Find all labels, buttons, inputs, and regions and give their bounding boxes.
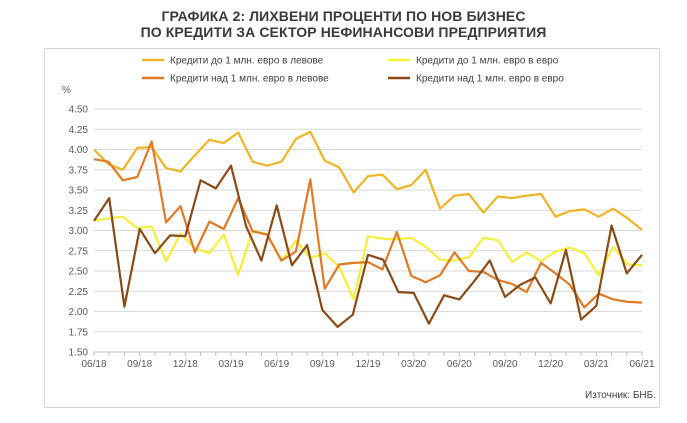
y-tick-label: 2.50 [69, 267, 89, 278]
series-line [93, 130, 643, 231]
y-tick-label: 4.00 [69, 145, 89, 156]
chart-title: ГРАФИКА 2: ЛИХВЕНИ ПРОЦЕНТИ ПО НОВ БИЗНЕ… [161, 8, 526, 24]
y-axis-label: % [62, 85, 71, 96]
y-tick-label: 4.25 [69, 125, 89, 136]
y-tick-label: 3.75 [69, 165, 89, 176]
x-tick-label: 06/20 [447, 359, 472, 370]
y-tick-label: 2.25 [69, 287, 89, 298]
x-tick-label: 03/21 [584, 359, 609, 370]
y-tick-label: 3.25 [69, 206, 89, 217]
x-tick-label: 06/18 [81, 359, 106, 370]
y-tick-label: 4.50 [69, 105, 89, 116]
y-tick-label: 1.75 [69, 327, 89, 338]
x-tick-label: 03/19 [218, 359, 243, 370]
x-tick-label: 12/18 [173, 359, 198, 370]
y-tick-label: 3.00 [69, 226, 89, 237]
x-tick-label: 12/19 [355, 359, 380, 370]
gridlines [94, 108, 642, 333]
chart-subtitle: ПО КРЕДИТИ ЗА СЕКТОР НЕФИНАНСОВИ ПРЕДПРИ… [140, 24, 547, 40]
series-line [93, 215, 643, 301]
y-tick-label: 1.50 [69, 348, 89, 359]
series-line [93, 164, 643, 328]
x-tick-label: 06/19 [264, 359, 289, 370]
chart-title-block: ГРАФИКА 2: ЛИХВЕНИ ПРОЦЕНТИ ПО НОВ БИЗНЕ… [0, 8, 687, 40]
legend-label: Кредити до 1 млн. евро в левове [170, 56, 324, 67]
y-axis-ticks: 1.50 1.75 2.00 2.25 2.50 2.75 3.00 3.25 3.50 3.75… [69, 105, 89, 359]
y-tick-label: 2.75 [69, 246, 89, 257]
x-tick-label: 09/20 [492, 359, 517, 370]
legend-label: Кредити над 1 млн. евро в евро [416, 74, 564, 85]
x-tick-label: 09/18 [127, 359, 152, 370]
series-lines [93, 130, 643, 328]
source-note: Източник: БНБ. [585, 390, 656, 401]
x-tick-label: 06/21 [629, 359, 654, 370]
y-tick-label: 3.50 [69, 186, 89, 197]
legend: Кредити до 1 млн. евро в левове Кредити д… [142, 56, 564, 85]
series-line [93, 140, 643, 309]
y-tick-label: 2.00 [69, 307, 89, 318]
chart-frame [44, 48, 660, 408]
x-tick-label: 09/19 [310, 359, 335, 370]
x-tick-label: 12/20 [538, 359, 563, 370]
legend-label: Кредити до 1 млн. евро в евро [416, 56, 559, 67]
legend-label: Кредити над 1 млн. евро в левове [170, 74, 329, 85]
x-tick-label: 03/20 [401, 359, 426, 370]
x-axis: 06/18 09/18 12/18 03/19 06/19 09/19 12/19 03/20… [81, 351, 655, 370]
